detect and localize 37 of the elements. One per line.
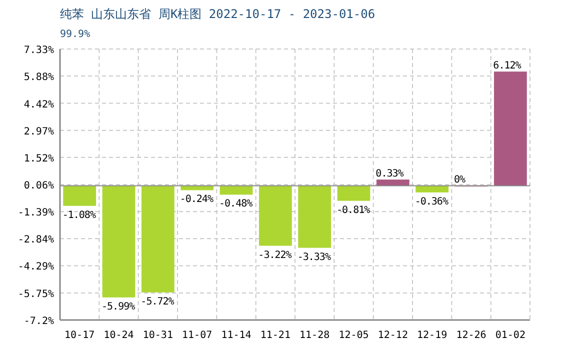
data-label: -0.48% — [219, 198, 253, 210]
y-tick-label: -5.75% — [18, 288, 54, 300]
data-label: 0.33% — [376, 168, 404, 180]
x-tick-label: 10-31 — [142, 330, 173, 341]
x-tick-label: 12-05 — [338, 330, 369, 341]
data-label: -0.24% — [180, 194, 214, 206]
chart-title: 纯苯 山东山东省 周K柱图 2022-10-17 - 2023-01-06 — [60, 7, 376, 21]
x-tick-label: 12-26 — [456, 330, 486, 341]
x-tick-label: 12-19 — [417, 330, 448, 341]
x-tick-label: 11-07 — [182, 330, 212, 341]
x-tick-label: 01-02 — [495, 330, 526, 341]
y-tick-label: 0.06% — [24, 180, 54, 192]
data-label: -0.81% — [336, 204, 370, 216]
x-tick-label: 11-14 — [221, 330, 252, 341]
data-label: -3.22% — [258, 250, 292, 261]
data-label: -5.72% — [140, 296, 174, 308]
y-tick-label: -4.29% — [18, 262, 54, 273]
x-tick-label: 10-24 — [104, 330, 134, 341]
data-label: -0.36% — [414, 196, 448, 208]
x-tick-label: 10-17 — [64, 330, 95, 341]
x-tick-label: 12-12 — [378, 330, 408, 341]
y-tick-label: -1.39% — [18, 208, 54, 219]
y-tick-label: 4.42% — [24, 99, 54, 110]
y-tick-label: 2.97% — [24, 126, 54, 138]
y-tick-label: 7.33% — [24, 45, 54, 56]
y-tick-label: -7.2% — [24, 316, 54, 327]
chart-subtitle: 99.9% — [60, 29, 90, 40]
y-tick-label: -2.84% — [18, 234, 54, 246]
data-label: -1.08% — [62, 210, 96, 221]
data-label: -3.33% — [297, 252, 331, 263]
y-tick-label: 5.88% — [24, 72, 54, 84]
y-tick-label: 1.52% — [24, 153, 54, 164]
x-tick-label: 11-21 — [260, 330, 290, 341]
data-label: -5.99% — [102, 301, 136, 312]
x-tick-label: 11-28 — [300, 330, 330, 341]
data-label: 6.12% — [493, 60, 522, 72]
data-label: 0% — [454, 174, 466, 186]
